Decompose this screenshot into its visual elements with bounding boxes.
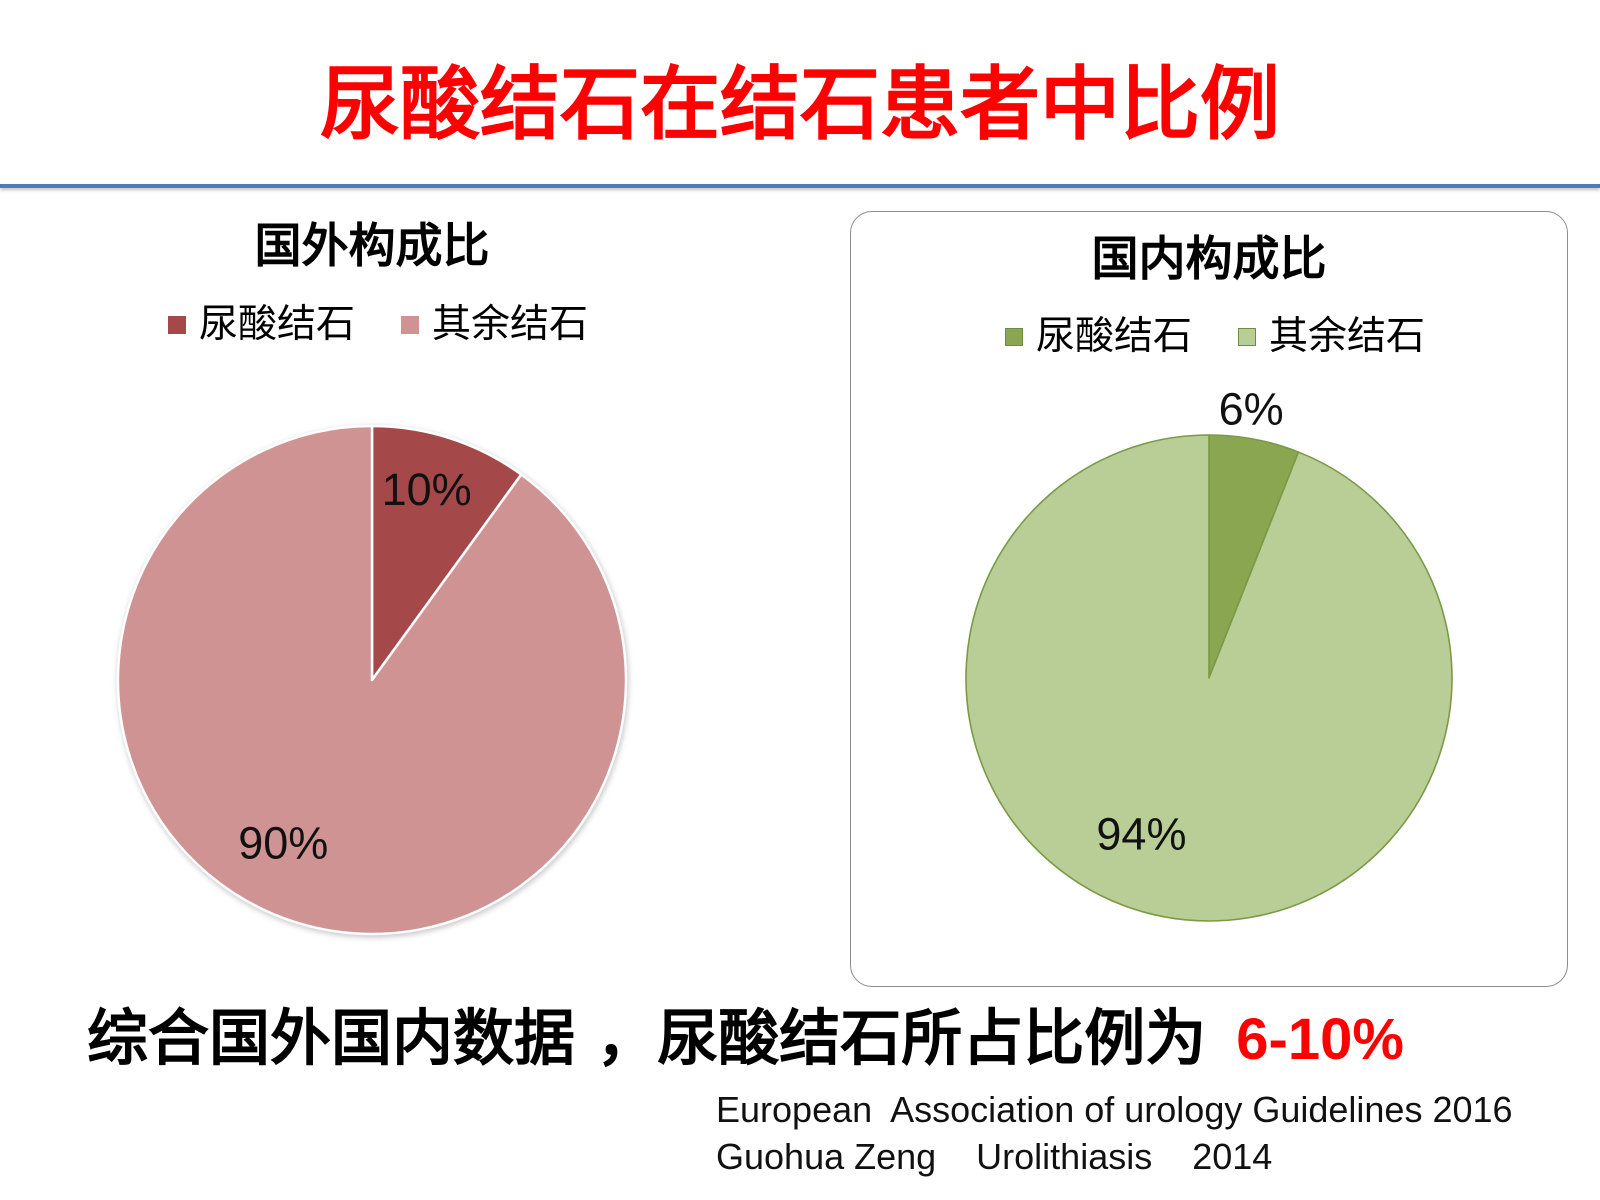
reference-2: Guohua Zeng Urolithiasis 2014: [716, 1136, 1273, 1177]
foreign-other-stone-slice: [116, 424, 628, 936]
domestic-other-stone-data-label: 94%: [1096, 809, 1186, 860]
legend-swatch: [1005, 328, 1023, 346]
slide-title: 尿酸结石在结石患者中比例: [320, 58, 1280, 151]
summary-text: 综合国外国内数据 ，尿酸结石所占比例为 6-10%: [87, 1002, 1404, 1076]
foreign-other-stone-data-label: 90%: [238, 817, 328, 868]
reference-1: European Association of urology Guidelin…: [716, 1089, 1513, 1130]
foreign-uric-acid-stone-data-label: 10%: [382, 464, 472, 515]
header-rule: [0, 184, 1600, 188]
legend-item-other-stone: 其余结石: [401, 303, 588, 347]
foreign-chart-title: 国外构成比: [254, 219, 490, 274]
domestic-uric-acid-stone-data-label: 6%: [1219, 384, 1284, 435]
foreign-chart-legend: 尿酸结石 其余结石: [168, 303, 588, 347]
legend-item-uric-acid-stone: 尿酸结石: [1005, 315, 1192, 359]
legend-label: 其余结石: [1269, 314, 1426, 359]
legend-label: 尿酸结石: [199, 302, 356, 347]
domestic-other-stone-slice: [965, 434, 1453, 922]
domestic-chart-legend: 尿酸结石 其余结石: [1005, 315, 1425, 359]
summary-main-text: 综合国外国内数据 ，尿酸结石所占比例为: [87, 1003, 1207, 1074]
legend-item-uric-acid-stone: 尿酸结石: [168, 303, 355, 347]
legend-item-other-stone: 其余结石: [1238, 315, 1425, 359]
domestic-chart-title: 国内构成比: [1091, 232, 1327, 287]
domestic-chart-frame: [850, 211, 1568, 987]
foreign-uric-acid-stone-slice: [370, 424, 523, 682]
legend-swatch: [168, 316, 186, 334]
legend-swatch: [401, 316, 420, 334]
legend-label: 尿酸结石: [1036, 314, 1193, 359]
summary-highlight: 6-10%: [1236, 1007, 1404, 1072]
legend-label: 其余结石: [432, 302, 589, 347]
legend-swatch: [1238, 328, 1257, 346]
